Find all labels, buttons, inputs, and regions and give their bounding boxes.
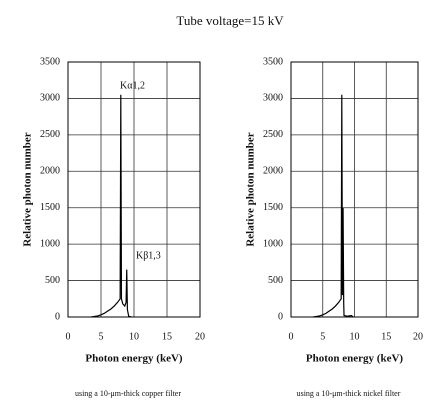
x-axis-label: Photon energy (keV) bbox=[306, 353, 403, 365]
x-tick-label: 5 bbox=[320, 331, 325, 342]
y-tick-label: 2000 bbox=[40, 166, 60, 177]
y-tick-label: 1000 bbox=[263, 238, 283, 249]
y-tick-label: 500 bbox=[268, 275, 283, 286]
figure-title: Tube voltage=15 kV bbox=[176, 13, 284, 28]
y-tick-label: 3500 bbox=[263, 56, 283, 67]
x-tick-label: 15 bbox=[162, 331, 172, 342]
y-tick-label: 3000 bbox=[40, 93, 60, 104]
y-tick-label: 1000 bbox=[40, 238, 60, 249]
annotation: Kα1,2 bbox=[120, 80, 145, 91]
x-tick-label: 20 bbox=[413, 331, 423, 342]
y-tick-label: 500 bbox=[45, 275, 60, 286]
y-tick-label: 3500 bbox=[40, 56, 60, 67]
spectrum-line bbox=[91, 94, 132, 318]
plot-frame bbox=[67, 61, 201, 318]
x-tick-label: 10 bbox=[350, 331, 360, 342]
y-tick-label: 1500 bbox=[263, 202, 283, 213]
y-tick-label: 2500 bbox=[263, 129, 283, 140]
caption: using a 10-μm-thick copper filter bbox=[75, 389, 181, 398]
caption: using a 10-μm-thick nickel filter bbox=[297, 389, 401, 398]
y-tick-label: 1500 bbox=[40, 202, 60, 213]
y-tick-label: 3000 bbox=[263, 93, 283, 104]
y-axis-label: Relative photon number bbox=[245, 132, 257, 246]
annotation: Kβ1,3 bbox=[136, 250, 161, 261]
y-tick-label: 0 bbox=[55, 311, 60, 322]
spectrum-line bbox=[313, 94, 354, 318]
x-axis-label: Photon energy (keV) bbox=[85, 353, 182, 365]
x-tick-label: 0 bbox=[66, 331, 71, 342]
x-tick-label: 5 bbox=[99, 331, 104, 342]
y-axis-label: Relative photon number bbox=[22, 132, 34, 246]
x-tick-label: 10 bbox=[129, 331, 139, 342]
x-tick-label: 0 bbox=[289, 331, 294, 342]
y-tick-label: 2000 bbox=[263, 166, 283, 177]
y-tick-label: 2500 bbox=[40, 129, 60, 140]
x-tick-label: 15 bbox=[381, 331, 391, 342]
x-tick-label: 20 bbox=[195, 331, 205, 342]
y-tick-label: 0 bbox=[278, 311, 283, 322]
plot-frame bbox=[290, 61, 419, 318]
